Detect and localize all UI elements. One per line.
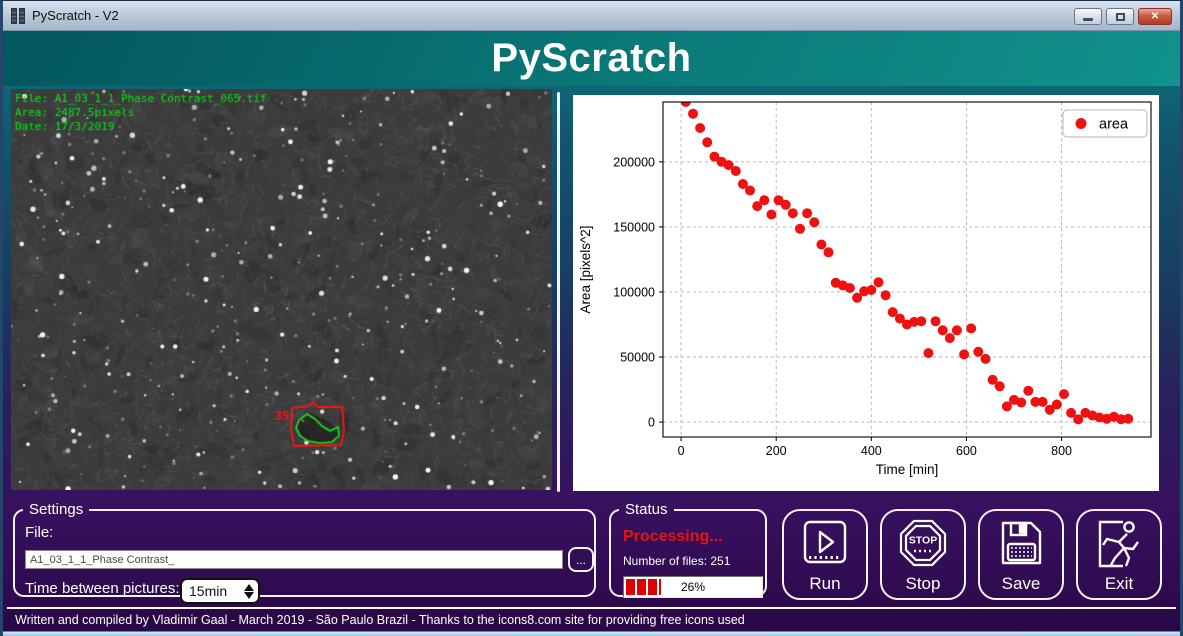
vertical-divider [557, 92, 560, 492]
svg-text:100000: 100000 [613, 285, 655, 299]
close-button[interactable]: ✕ [1138, 8, 1172, 25]
file-count: Number of files: 251 [623, 554, 731, 568]
minimize-icon [1083, 18, 1093, 21]
stop-sign-icon: STOP [899, 519, 947, 567]
svg-text:150000: 150000 [613, 220, 655, 234]
svg-text:STOP: STOP [909, 535, 937, 547]
spin-up-icon[interactable] [244, 583, 254, 591]
status-group: Status Processing... Number of files: 25… [609, 501, 767, 598]
page-title: PyScratch [491, 36, 692, 80]
status-legend: Status [625, 501, 668, 518]
floppy-disk-icon [1001, 521, 1042, 565]
progress-fill [626, 579, 662, 595]
stop-label: Stop [905, 574, 941, 593]
app-header: PyScratch [3, 31, 1180, 86]
footer-divider [7, 607, 1176, 609]
minimize-button[interactable] [1074, 8, 1102, 25]
exit-door-icon [1098, 520, 1139, 568]
interval-value: 15min [189, 583, 228, 599]
maximize-button[interactable] [1106, 8, 1134, 25]
svg-text:area: area [1099, 117, 1129, 133]
settings-group: Settings File: ... Time between pictures… [13, 501, 596, 604]
save-label: Save [1001, 574, 1041, 593]
progress-bar: 26% [623, 576, 763, 598]
interval-label: Time between pictures: [25, 580, 180, 597]
close-icon: ✕ [1150, 11, 1160, 22]
titlebar: PyScratch - V2 ✕ [3, 1, 1180, 31]
save-button[interactable]: Save [978, 509, 1064, 600]
run-label: Run [809, 574, 841, 593]
interval-spinbox[interactable]: 15min [180, 578, 260, 604]
browse-button[interactable]: ... [568, 547, 594, 572]
svg-text:400: 400 [861, 444, 882, 458]
stop-button[interactable]: STOP Stop [880, 509, 966, 600]
processing-status: Processing... [623, 528, 723, 545]
svg-text:200000: 200000 [613, 155, 655, 169]
microscopy-image [11, 89, 552, 490]
spin-down-icon[interactable] [244, 591, 254, 599]
svg-text:0: 0 [648, 416, 655, 430]
maximize-icon [1115, 12, 1125, 21]
file-input[interactable] [25, 550, 563, 569]
file-label: File: [25, 524, 54, 541]
settings-legend: Settings [29, 501, 84, 518]
svg-text:800: 800 [1051, 444, 1072, 458]
svg-text:0: 0 [678, 444, 685, 458]
svg-text:200: 200 [766, 444, 787, 458]
svg-text:50000: 50000 [620, 350, 655, 364]
play-icon [803, 520, 847, 564]
window-bottom-edge [3, 631, 1180, 636]
svg-text:Area [pixels^2]: Area [pixels^2] [578, 225, 593, 313]
exit-label: Exit [1104, 574, 1134, 593]
footer-credit: Written and compiled by Vladimir Gaal - … [15, 613, 745, 627]
run-button[interactable]: Run [782, 509, 868, 600]
area-scatter-chart: 0 200 400 600 800 0 50000 100000 150000 200000 Tim… [573, 95, 1159, 491]
exit-button[interactable]: Exit [1076, 509, 1162, 600]
svg-text:600: 600 [956, 444, 977, 458]
window-title: PyScratch - V2 [32, 8, 119, 23]
app-icon [11, 7, 25, 24]
progress-percent: 26% [680, 580, 706, 594]
svg-text:Time [min]: Time [min] [876, 462, 939, 477]
